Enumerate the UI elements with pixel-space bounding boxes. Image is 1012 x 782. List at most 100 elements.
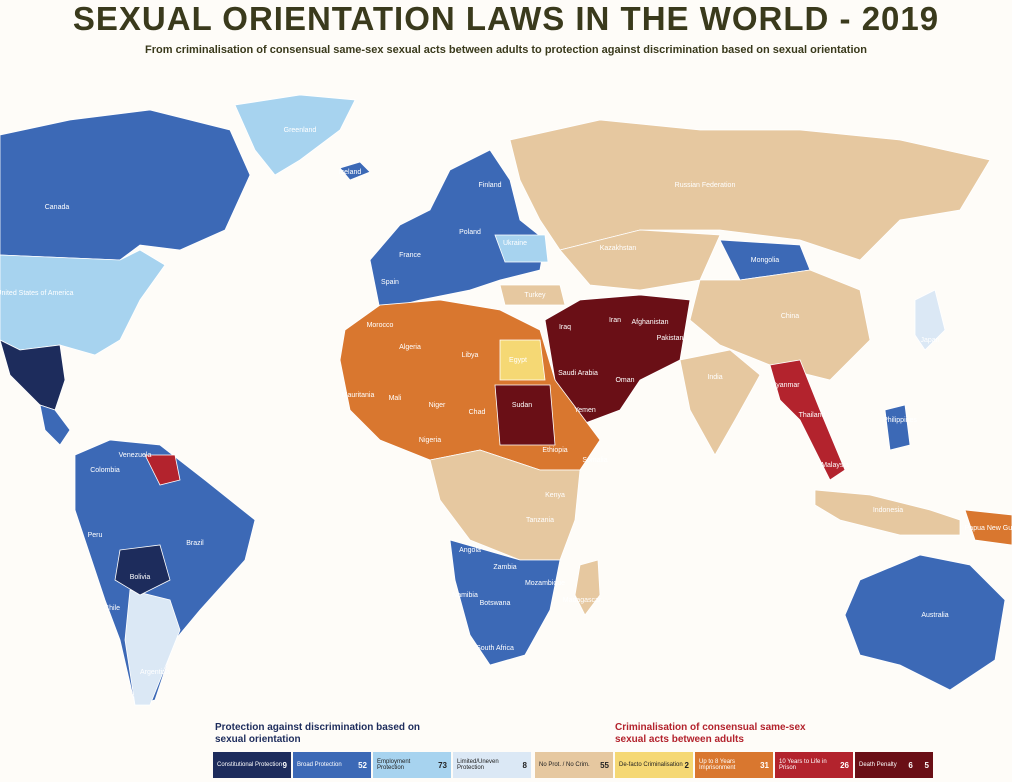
country-label: Mongolia [751, 257, 780, 264]
country-label: Myanmar [770, 382, 800, 389]
se-asia [769, 359, 846, 481]
legend-label: Up to 8 Years Imprisonment [699, 759, 736, 771]
country-label: Egypt [509, 357, 527, 364]
country-label: Canada [45, 204, 70, 211]
country-label: Thailand [799, 412, 826, 419]
country-label: Spain [381, 279, 399, 286]
country-label: Malaysia [821, 462, 849, 469]
country-label: Ethiopia [542, 447, 567, 454]
country-label: Kenya [545, 492, 565, 499]
legend-box: No Prot. / No Crim. 55 [535, 752, 613, 778]
legend-title: Criminalisation of consensual same-sex s… [615, 722, 806, 745]
country-label: Finland [479, 182, 502, 189]
turkey [499, 284, 566, 306]
legend-box: Broad Protection 52 [293, 752, 371, 778]
country-label: Somalia [582, 457, 607, 464]
country-label: Colombia [90, 467, 120, 474]
title: SEXUAL ORIENTATION LAWS IN THE WORLD - 2… [72, 0, 940, 37]
country-label: Brazil [186, 540, 204, 547]
egypt [499, 339, 546, 381]
legend-label: Employment Protection [377, 759, 411, 771]
venezuela-guyana [144, 454, 181, 486]
country-label: Algeria [399, 344, 421, 351]
country-label: Tanzania [526, 517, 554, 524]
legend-label: De-facto Criminalisation [619, 762, 683, 768]
legend-box: Limited/Uneven Protection 8 [453, 752, 531, 778]
africa-central [429, 449, 581, 561]
country-label: Angola [459, 547, 481, 554]
country-label: Philippines [883, 417, 917, 424]
country-label: United States of America [0, 290, 74, 297]
legend-box: Death Penalty 6 5 [855, 752, 933, 778]
country-label: Oman [615, 377, 634, 384]
legend-count: 8 [522, 760, 527, 770]
land [0, 94, 1012, 706]
usa [0, 249, 166, 356]
europe [369, 149, 546, 311]
canada [0, 109, 251, 261]
legend-label: 10 Years to Life in Prison [779, 759, 827, 771]
legend-row: No Prot. / No Crim. 55 De-facto Criminalis… [535, 752, 933, 778]
mexico [0, 339, 66, 411]
legend-box: Up to 8 Years Imprisonment 31 [695, 752, 773, 778]
country-label: Saudi Arabia [558, 370, 598, 377]
legend-count: 31 [760, 760, 769, 770]
africa-south [449, 539, 561, 666]
legend-count: 9 [282, 760, 287, 770]
country-label: Argentina [140, 669, 170, 676]
country-label: France [399, 252, 421, 259]
legend-title: Protection against discrimination based … [215, 722, 421, 745]
legend-box: De-facto Criminalisation 2 [615, 752, 693, 778]
legend-count: 5 [924, 760, 929, 770]
country-label: Libya [462, 352, 479, 359]
legend-label: Limited/Uneven Protection [457, 759, 499, 771]
country-label: Nigeria [419, 437, 441, 444]
india [679, 349, 761, 456]
country-label: Iraq [559, 324, 571, 331]
country-label: Japan [920, 337, 939, 344]
country-label: Mozambique [525, 580, 565, 587]
country-label: Sudan [512, 402, 532, 409]
country-label: Australia [921, 612, 948, 619]
legend-count: 2 [684, 760, 689, 770]
legend-count: 73 [438, 760, 447, 770]
country-label: Madagascar [563, 597, 602, 604]
australia [844, 554, 1006, 691]
legend-label: No Prot. / No Crim. [539, 762, 590, 768]
world-map: Canada United States of America Greenland I… [0, 94, 1012, 706]
country-label: Chile [104, 605, 120, 612]
country-label: Mauritania [342, 392, 375, 399]
legend-count: 26 [840, 760, 849, 770]
country-label: Bolivia [130, 574, 151, 581]
country-label: Papua New Guinea [965, 525, 1012, 532]
country-label: Chad [469, 409, 486, 416]
argentina [124, 589, 181, 706]
country-label: Iran [609, 317, 621, 324]
country-label: Pakistan [657, 335, 684, 342]
legend-count: 55 [600, 760, 609, 770]
central-america [39, 404, 71, 446]
country-label: Turkey [524, 292, 546, 299]
philippines [884, 404, 911, 451]
subtitle: From criminalisation of consensual same-… [145, 44, 867, 56]
iceland [339, 161, 371, 181]
country-label: Yemen [574, 407, 596, 414]
country-label: South Africa [476, 645, 514, 652]
legend-label: Death Penalty [859, 762, 897, 768]
country-label: Ukraine [503, 240, 527, 247]
indonesia [814, 489, 961, 536]
country-label: Russian Federation [675, 182, 736, 189]
legend-box: Employment Protection 73 [373, 752, 451, 778]
country-label: Indonesia [873, 507, 903, 514]
country-label: Peru [88, 532, 103, 539]
country-label: Zambia [493, 564, 516, 571]
madagascar [574, 559, 601, 616]
country-label: Poland [459, 229, 481, 236]
country-label: Namibia [452, 592, 478, 599]
png [964, 509, 1012, 546]
country-label: Kazakhstan [600, 245, 637, 252]
russia [509, 119, 991, 261]
legend-box: 10 Years to Life in Prison 26 [775, 752, 853, 778]
sudan [494, 384, 556, 446]
